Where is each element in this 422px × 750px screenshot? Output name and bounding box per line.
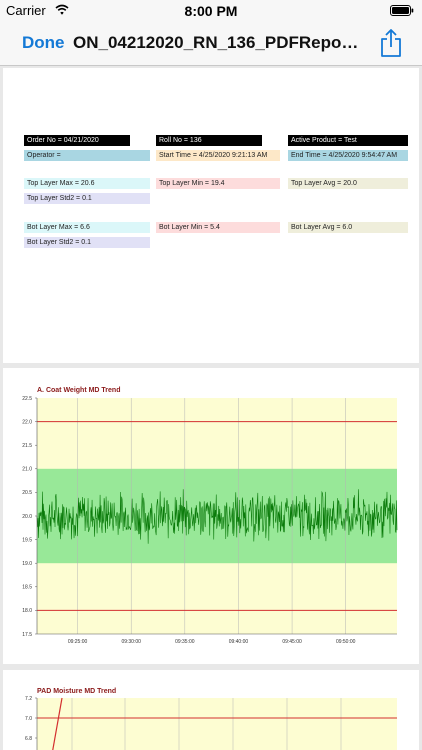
bot-layer-min-cell: Bot Layer Min = 5.4	[156, 222, 280, 233]
y-tick-label: 18.0	[22, 608, 32, 614]
y-tick-label: 17.5	[22, 632, 32, 638]
chart-title: A. Coat Weight MD Trend	[37, 387, 120, 394]
status-bar: Carrier 8:00 PM	[0, 0, 422, 22]
x-tick-label: 09:25:00	[68, 639, 88, 645]
top-layer-std2-cell: Top Layer Std2 = 0.1	[24, 193, 150, 204]
y-tick-label: 6.8	[25, 736, 32, 742]
clock: 8:00 PM	[184, 3, 238, 19]
coat-weight-series-line	[36, 489, 398, 544]
nav-bar: Done ON_04212020_RN_136_PDFReport.pdf	[0, 22, 422, 66]
top-layer-max-cell: Top Layer Max = 20.6	[24, 178, 150, 189]
end-time-cell: End Time = 4/25/2020 9:54:47 AM	[288, 150, 408, 161]
pdf-page-pad-moisture-chart: PAD Moisture MD Trend 7.2 7.0 6.8	[3, 670, 419, 750]
x-tick-label: 09:35:00	[175, 639, 195, 645]
operator-cell: Operator =	[24, 150, 150, 161]
done-button[interactable]: Done	[22, 33, 65, 52]
top-layer-min-cell: Top Layer Min = 19.4	[156, 178, 280, 189]
coat-weight-chart: A. Coat Weight MD Trend 09:25:00 09:30:00 0…	[22, 387, 398, 645]
chart-title: PAD Moisture MD Trend	[37, 688, 116, 695]
x-tick-label: 09:50:00	[336, 639, 356, 645]
bot-layer-avg-cell: Bot Layer Avg = 6.0	[288, 222, 408, 233]
y-tick-label: 22.5	[22, 396, 32, 402]
carrier-label: Carrier	[6, 3, 46, 18]
top-layer-avg-cell: Top Layer Avg = 20.0	[288, 178, 408, 189]
order-no-cell: Order No = 04/21/2020	[24, 135, 130, 146]
pad-moisture-chart: PAD Moisture MD Trend 7.2 7.0 6.8	[25, 688, 397, 750]
y-tick-label: 19.0	[22, 561, 32, 567]
y-tick-label: 20.0	[22, 514, 32, 520]
pdf-page-coat-weight-chart: A. Coat Weight MD Trend 09:25:00 09:30:00 0…	[3, 368, 419, 664]
pdf-page-summary: Order No = 04/21/2020 Roll No = 136 Acti…	[3, 68, 419, 363]
control-band	[37, 468, 397, 564]
document-title: ON_04212020_RN_136_PDFReport.pdf	[73, 33, 363, 52]
wifi-icon	[55, 4, 69, 15]
y-tick-label: 20.5	[22, 490, 32, 496]
y-tick-label: 19.5	[22, 537, 32, 543]
x-tick-label: 09:30:00	[121, 639, 141, 645]
y-tick-label: 7.0	[25, 716, 32, 722]
start-time-cell: Start Time = 4/25/2020 9:21:13 AM	[156, 150, 280, 161]
y-tick-label: 7.2	[25, 696, 32, 702]
battery-icon	[390, 5, 414, 16]
x-tick-label: 09:40:00	[229, 639, 249, 645]
x-tick-label: 09:45:00	[282, 639, 302, 645]
y-tick-label: 21.5	[22, 443, 32, 449]
roll-no-cell: Roll No = 136	[156, 135, 262, 146]
y-tick-label: 18.5	[22, 585, 32, 591]
y-tick-label: 22.0	[22, 419, 32, 425]
plot-background	[37, 698, 397, 750]
pdf-viewer[interactable]: Order No = 04/21/2020 Roll No = 136 Acti…	[0, 66, 422, 750]
active-product-cell: Active Product = Test	[288, 135, 408, 146]
bot-layer-max-cell: Bot Layer Max = 6.6	[24, 222, 150, 233]
share-icon[interactable]	[380, 28, 402, 58]
y-tick-label: 21.0	[22, 467, 32, 473]
bot-layer-std2-cell: Bot Layer Std2 = 0.1	[24, 237, 150, 248]
